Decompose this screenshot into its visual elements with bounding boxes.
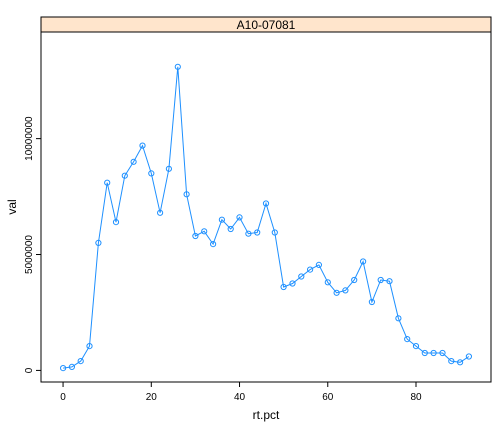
data-point [112,219,120,226]
data-point [227,225,234,233]
data-point [165,165,172,172]
data-point [218,216,225,223]
data-point [324,279,331,286]
y-tick-label: 5000000 [24,235,35,274]
data-point [307,266,314,273]
data-point [130,158,137,165]
data-point [68,363,76,370]
data-point [121,172,128,179]
y-tick-label: 0 [24,367,35,373]
data-point [210,241,217,248]
data-point [280,283,287,291]
data-point [254,229,261,236]
x-tick-label: 80 [410,392,422,403]
data-point [174,63,181,70]
data-point [360,258,367,265]
data-point [412,343,420,350]
data-point [448,358,455,365]
x-axis-title: rt.pct [253,408,280,422]
data-point [60,365,67,372]
data-point [421,349,428,357]
x-tick-label: 20 [146,392,158,403]
x-axis: 0 20 40 60 80 [60,382,422,403]
data-point [439,349,446,357]
series-line [63,66,470,369]
data-point [351,276,358,284]
data-point [148,170,155,177]
x-tick-label: 40 [234,392,246,403]
data-point [315,261,322,268]
data-point [377,276,384,284]
y-tick-label: 10000000 [24,116,35,161]
strip-title: A10-07081 [237,18,296,32]
data-point [368,298,375,306]
x-tick-label: 0 [60,392,66,403]
data-point [271,229,278,236]
data-point [183,191,190,198]
data-point [104,179,111,186]
data-point [201,228,208,235]
data-point [236,214,243,221]
data-point [395,315,402,322]
data-point [157,209,164,216]
data-point [404,336,411,343]
data-point [386,278,393,285]
y-axis-title: val [5,199,19,214]
data-point [289,280,296,287]
data-point [342,287,349,294]
data-point [457,359,464,366]
data-point [95,239,102,246]
series-points [60,63,472,372]
data-point [262,200,270,207]
x-tick-label: 60 [322,392,334,403]
data-point [465,353,472,360]
plot-frame [40,31,492,383]
data-point [298,273,305,280]
data-point [139,142,146,149]
data-point [333,289,340,296]
data-point [430,349,437,357]
data-point [192,232,199,240]
data-point [245,230,252,237]
data-point [86,343,93,350]
data-point [77,358,84,365]
y-axis: 0 5000000 10000000 [24,116,41,373]
